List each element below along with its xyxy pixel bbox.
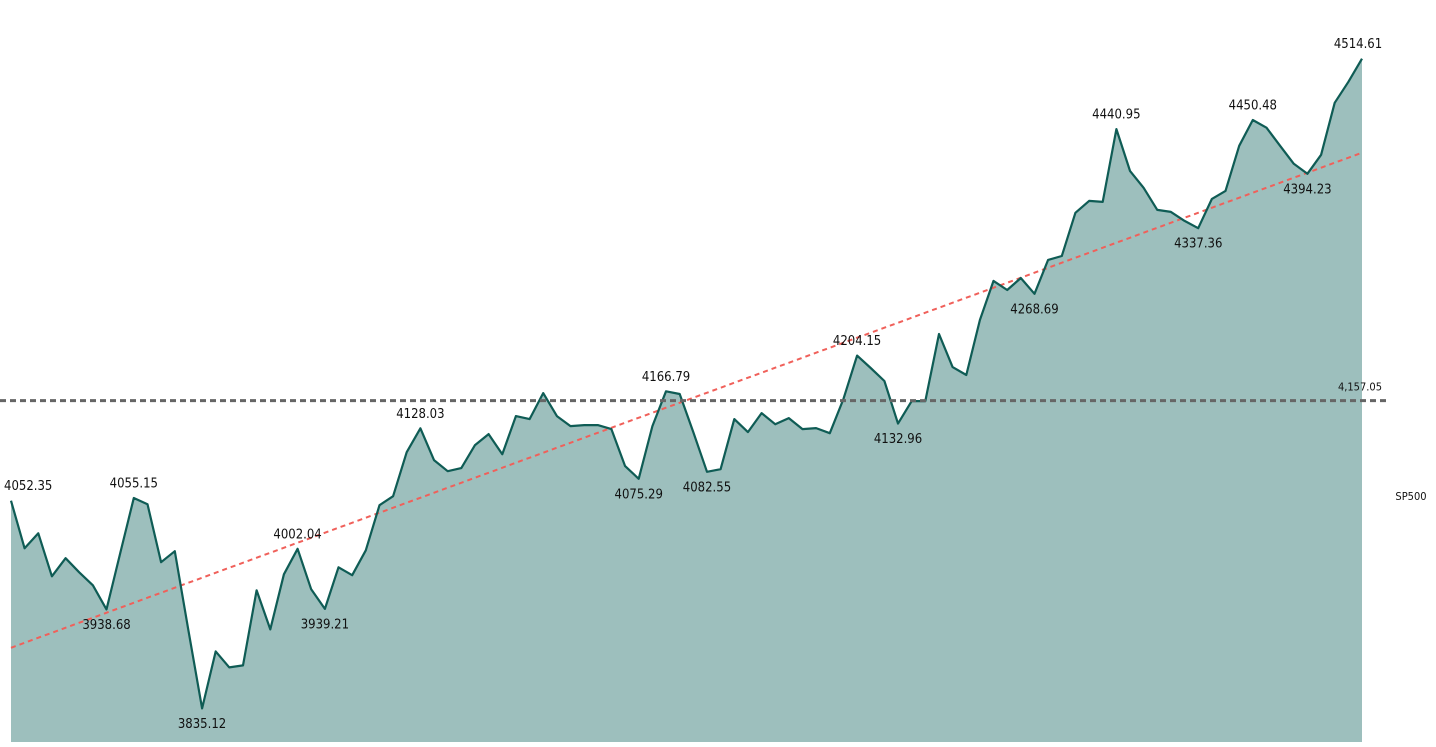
data-label: 3939.21 [301,617,349,632]
data-label: 4514.61 [1334,37,1382,52]
data-label: 3938.68 [82,618,130,633]
data-label: 4450.48 [1229,99,1277,114]
data-label: 4128.03 [396,407,444,422]
data-label: 4394.23 [1283,182,1331,197]
area-fill [11,58,1362,742]
data-label: 4268.69 [1010,302,1058,317]
data-label: 4337.36 [1174,237,1222,252]
series-label: SP500 [1395,490,1426,503]
data-label: 4132.96 [874,432,922,447]
data-label: 4055.15 [110,477,158,492]
data-label: 4052.35 [4,479,52,494]
data-label: 4204.15 [833,334,881,349]
data-label: 4002.04 [273,527,321,542]
data-label: 4166.79 [642,370,690,385]
data-label: 4082.55 [683,480,731,495]
area-line [9,58,1363,710]
data-label: 3835.12 [178,717,226,732]
data-label: 4440.95 [1092,108,1140,123]
data-label: 4075.29 [615,487,663,502]
trend-line [10,151,1363,649]
reference-label: 4,157.05 [1338,381,1382,394]
